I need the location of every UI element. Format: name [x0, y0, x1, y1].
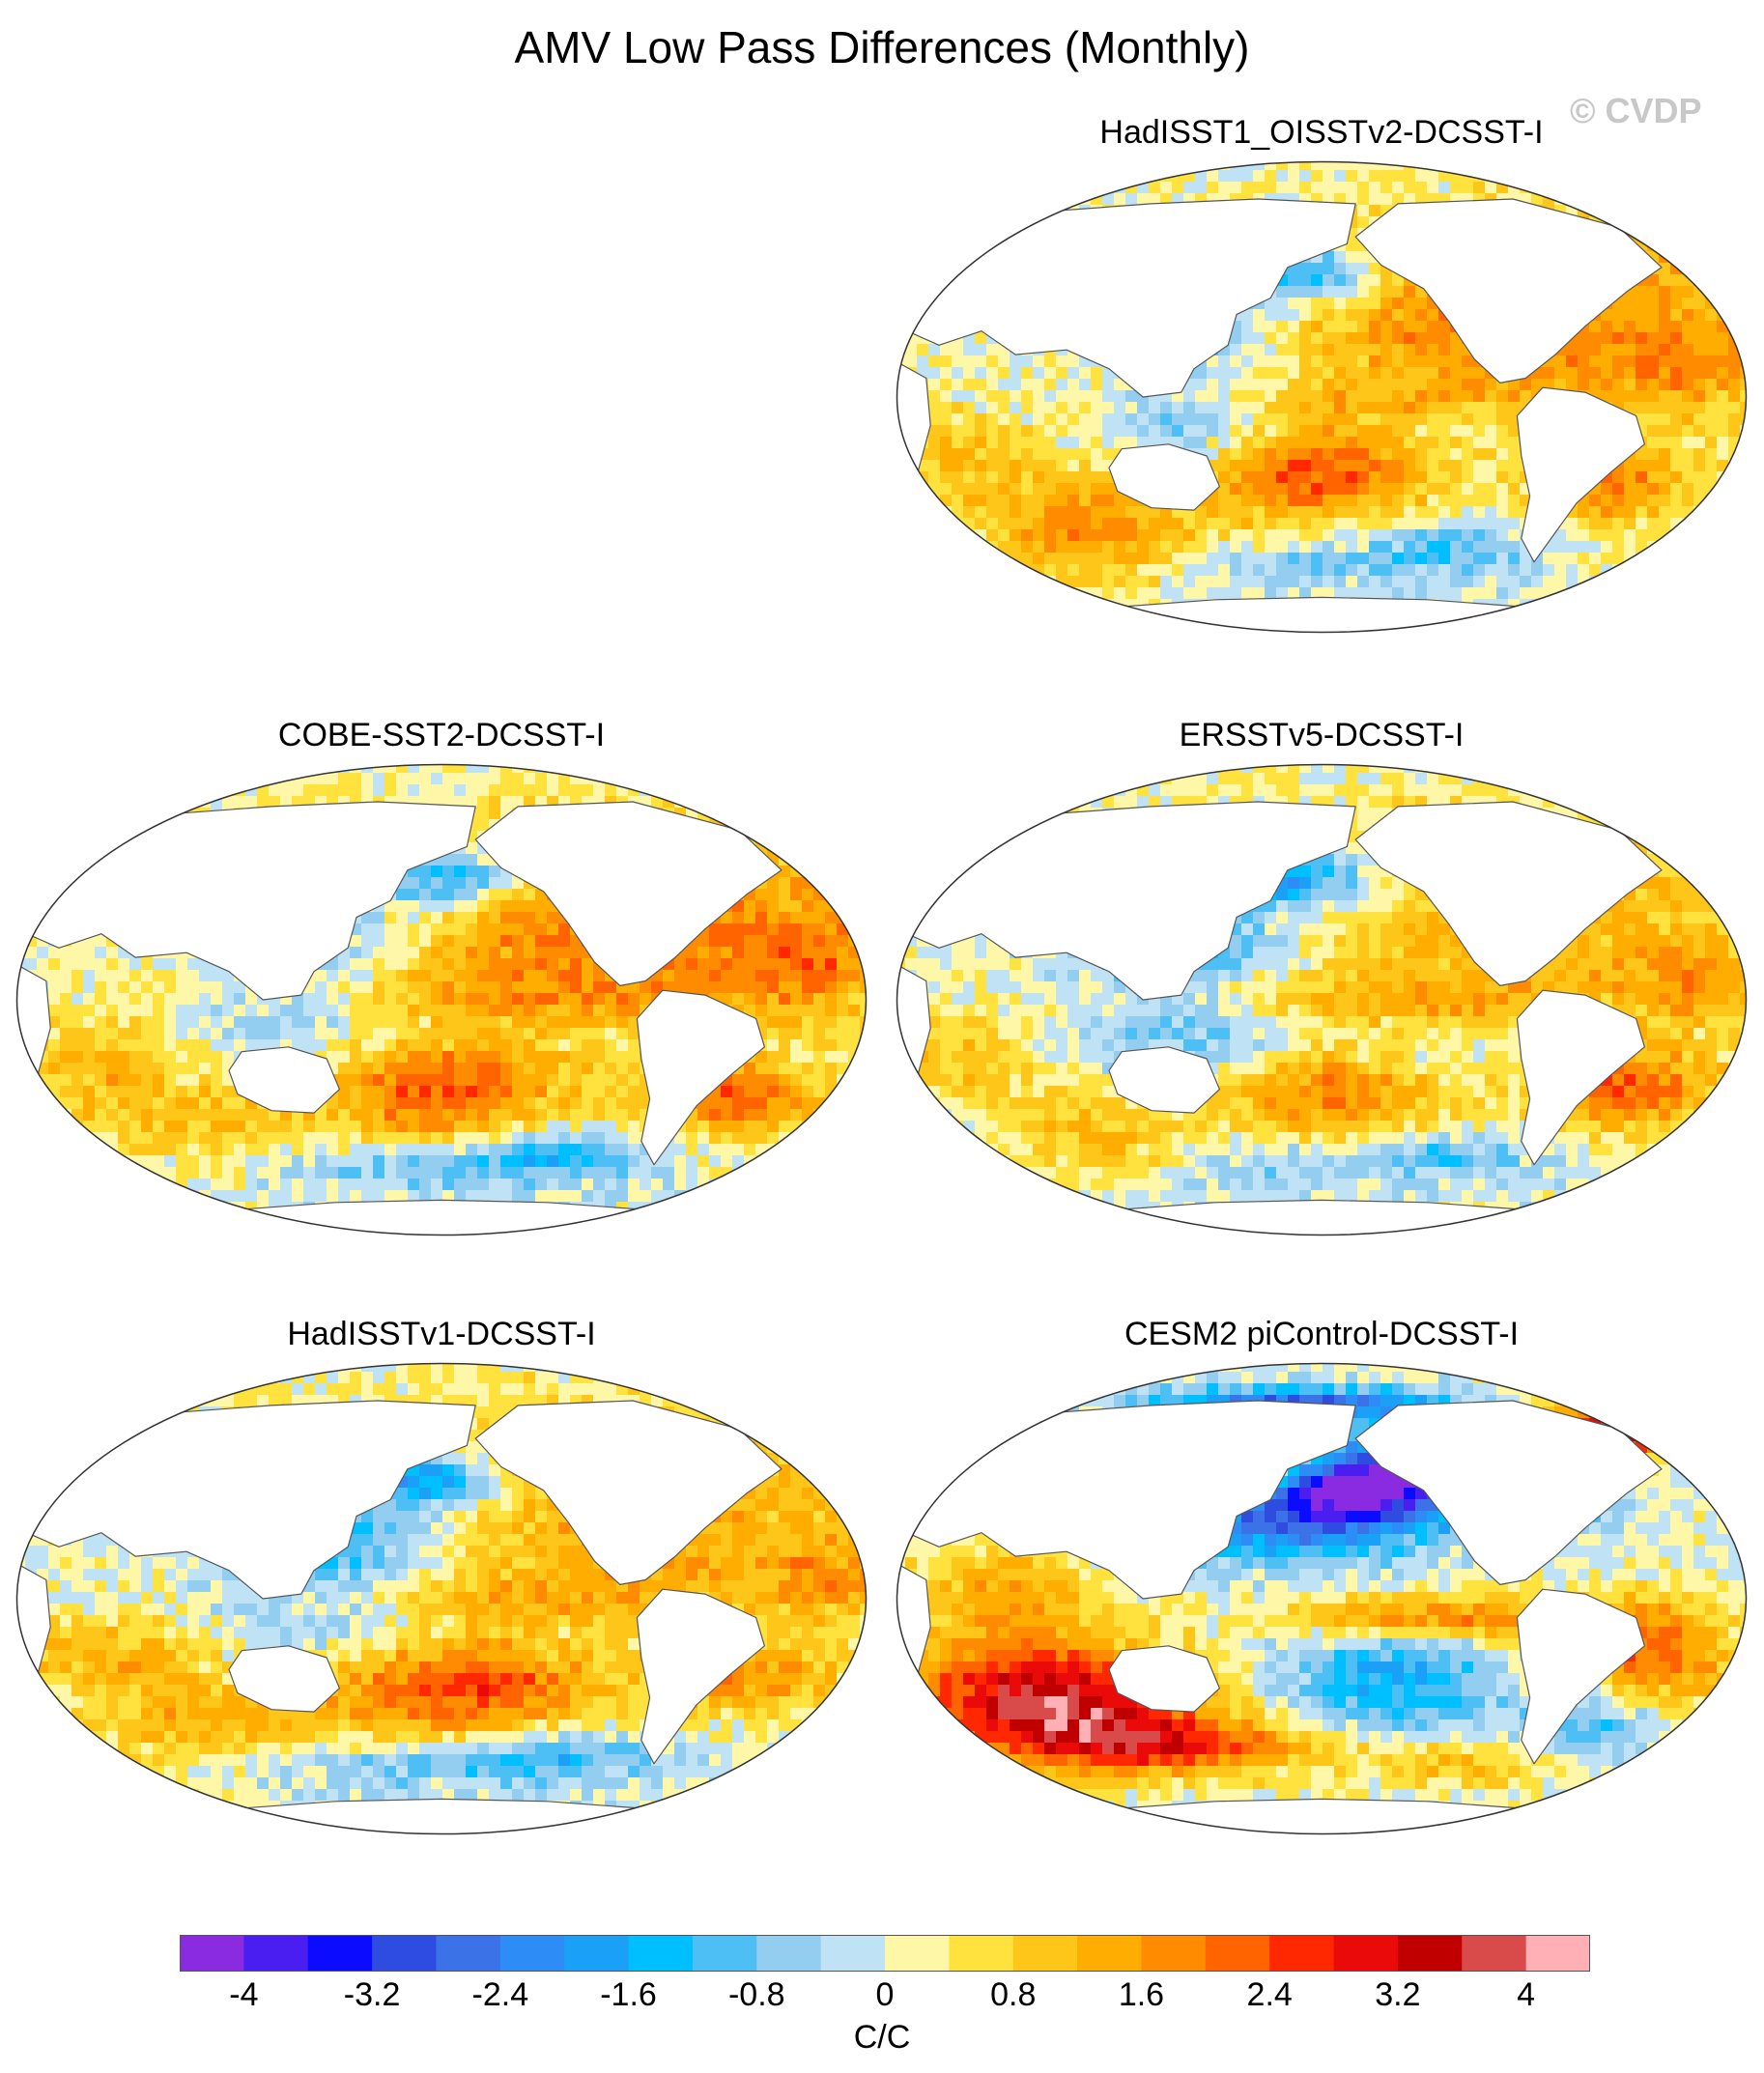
land-mask — [896, 801, 1356, 1001]
land-mask — [1516, 1588, 1646, 1765]
map-panel-ersstv5: ERSSTv5-DCSST-I — [894, 717, 1750, 1238]
land-mask — [789, 775, 851, 845]
colorbar-swatch — [307, 1935, 373, 1972]
land-mask — [16, 801, 476, 1001]
colorbar-tick-label: -4 — [229, 1976, 259, 2013]
land-mask — [1354, 801, 1663, 986]
panel-title: ERSSTv5-DCSST-I — [1179, 717, 1465, 753]
colorbar-swatch — [1462, 1935, 1527, 1972]
colorbar-tick-label: 4 — [1517, 1976, 1536, 2013]
map-panel-hadisstv1: HadISSTv1-DCSST-I — [14, 1316, 869, 1837]
colorbar-swatch — [436, 1935, 501, 1972]
land-mask — [1669, 1374, 1731, 1444]
map-panel-cobe-sst2: COBE-SST2-DCSST-I — [14, 717, 869, 1238]
colorbar-tick-label: -3.2 — [343, 1976, 401, 2013]
figure-title: AMV Low Pass Differences (Monthly) — [514, 22, 1250, 72]
panel-title: CESM2 piControl-DCSST-I — [1124, 1316, 1520, 1352]
colorbar — [180, 1935, 1590, 1972]
map-panel-cesm2-picontrol: CESM2 piControl-DCSST-I — [894, 1316, 1750, 1837]
colorbar-swatch — [949, 1935, 1014, 1972]
land-mask — [1669, 172, 1731, 242]
colorbar-swatch — [243, 1935, 309, 1972]
colorbar-swatch — [1397, 1935, 1463, 1972]
watermark: © CVDP — [1570, 91, 1702, 130]
sst-anomaly-map — [896, 1362, 1748, 1835]
colorbar-tick-label: 2.4 — [1246, 1976, 1293, 2013]
colorbar-swatch — [1077, 1935, 1142, 1972]
sst-anomaly-map — [15, 1362, 868, 1835]
colorbar-swatch — [1012, 1935, 1078, 1972]
colorbar-tick-label: -2.4 — [471, 1976, 529, 2013]
land-mask — [896, 198, 1356, 398]
land-mask — [636, 989, 766, 1166]
land-mask — [228, 1046, 340, 1114]
land-mask — [16, 1400, 476, 1600]
land-mask — [1354, 198, 1663, 383]
colorbar-tick-label: -1.6 — [600, 1976, 657, 2013]
colorbar-swatch — [499, 1935, 565, 1972]
panel-title: HadISSTv1-DCSST-I — [287, 1316, 596, 1352]
land-mask — [789, 1374, 851, 1444]
land-mask — [1108, 443, 1220, 511]
land-mask — [474, 801, 782, 986]
land-mask — [1354, 1400, 1663, 1585]
colorbar-swatch — [372, 1935, 437, 1972]
land-mask — [1669, 775, 1731, 845]
colorbar-swatch — [1333, 1935, 1399, 1972]
land-mask — [1516, 989, 1646, 1166]
colorbar-tick-label: 3.2 — [1375, 1976, 1421, 2013]
sst-anomaly-map — [896, 763, 1748, 1236]
land-mask — [1108, 1046, 1220, 1114]
colorbar-swatch — [1205, 1935, 1270, 1972]
colorbar-tick-label: 1.6 — [1118, 1976, 1165, 2013]
colorbar-tick-label: -0.8 — [727, 1976, 785, 2013]
colorbar-swatch — [885, 1935, 950, 1972]
panel-title: HadISST1_OISSTv2-DCSST-I — [1099, 114, 1544, 151]
colorbar-swatch — [1525, 1935, 1590, 1972]
colorbar-swatch — [692, 1935, 757, 1972]
land-mask — [474, 1400, 782, 1585]
colorbar-swatch — [756, 1935, 822, 1972]
map-panel-hadisst1-oisstv2: HadISST1_OISSTv2-DCSST-I — [894, 114, 1750, 636]
land-mask — [1108, 1645, 1220, 1713]
panel-title: COBE-SST2-DCSST-I — [277, 717, 606, 753]
colorbar-units: C/C — [853, 2019, 911, 2056]
colorbar-swatch — [1269, 1935, 1335, 1972]
colorbar-swatch — [1141, 1935, 1207, 1972]
sst-anomaly-map — [896, 160, 1748, 634]
land-mask — [228, 1645, 340, 1713]
colorbar-tick-labels: -4 -3.2 -2.4 -1.6 -0.8 0 0.8 1.6 2.4 3.2 4 — [0, 1976, 1764, 2023]
colorbar-swatch — [564, 1935, 630, 1972]
land-mask — [1516, 386, 1646, 563]
colorbar-swatch — [628, 1935, 694, 1972]
colorbar-swatch — [180, 1935, 244, 1972]
land-mask — [896, 1400, 1356, 1600]
colorbar-tick-label: 0 — [875, 1976, 895, 2013]
colorbar-tick-label: 0.8 — [990, 1976, 1037, 2013]
colorbar-swatch — [820, 1935, 886, 1972]
sst-anomaly-map — [15, 763, 868, 1236]
land-mask — [636, 1588, 766, 1765]
